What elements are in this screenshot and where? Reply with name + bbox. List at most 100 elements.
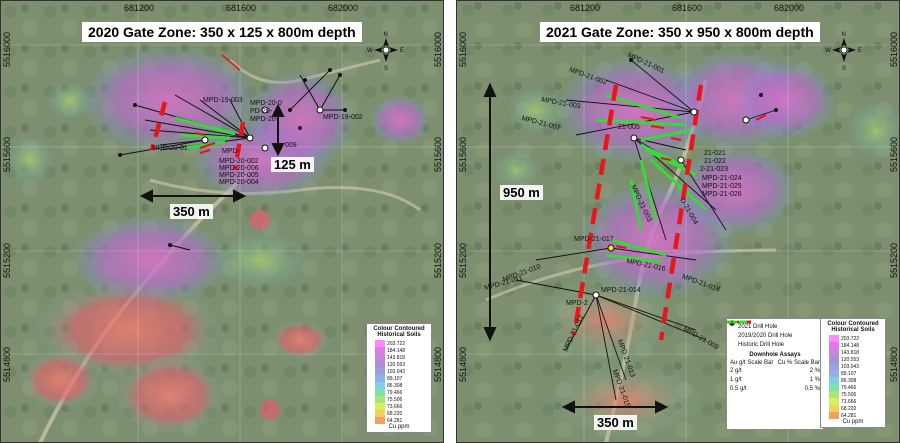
svg-text:W: W: [825, 48, 831, 54]
svg-text:S: S: [842, 66, 846, 72]
legend-label: Historic Drill Hole: [738, 341, 785, 348]
width-arrow: [139, 189, 247, 203]
drill-hole-label: MPD-: [222, 148, 240, 155]
soil-anomaly: [546, 360, 706, 440]
legend-scale-row: 0.5 g/t 0.5 %: [727, 321, 820, 393]
soil-anomaly: [250, 210, 270, 230]
colorbar-swatch: [375, 410, 385, 417]
colorbar-value: 73.666: [841, 398, 857, 405]
colorbar-value: 143.818: [841, 349, 860, 356]
map-title: 2021 Gate Zone: 350 x 950 x 800m depth: [540, 22, 820, 42]
y-tick: 5516000: [433, 31, 443, 67]
drill-hole-label: MPD-21-017: [574, 236, 614, 243]
north-arrow-icon: N E W S: [825, 32, 862, 72]
colorbar-value: 64.281: [387, 417, 403, 424]
soil-anomaly: [260, 400, 280, 420]
colorbar-value: 86.308: [387, 382, 403, 389]
colorbar-step: 79.466: [829, 384, 885, 391]
colorbar-unit: Cu ppm: [388, 424, 410, 430]
colorbar-title: Colour Contoured: [373, 326, 425, 332]
colorbar-step: 68.220: [375, 410, 431, 417]
y-tick: 5516000: [458, 31, 468, 67]
colorbar-step: 86.308: [375, 382, 431, 389]
drill-hole-label: MPD-20-: [250, 116, 279, 123]
colorbar-step: 89.107: [375, 375, 431, 382]
colorbar-value: 75.506: [387, 396, 403, 403]
colorbar-value: 120.553: [387, 361, 406, 368]
svg-text:E: E: [400, 48, 404, 54]
colorbar-swatch: [375, 417, 385, 424]
colorbar-swatch: [829, 384, 839, 391]
y-tick: 5514800: [889, 346, 899, 382]
gate-zone-outline: [149, 101, 246, 171]
legend-label: 2019/2020 Drill Hole: [738, 332, 793, 339]
colorbar-value: 120.553: [841, 356, 860, 363]
legend-cu-value: 2 %: [809, 367, 820, 374]
colorbar-step: 184.148: [375, 347, 431, 354]
legend-au-value: 0.5 g/t: [730, 385, 747, 392]
colorbar-swatch: [829, 398, 839, 405]
colorbar-value: 89.107: [387, 375, 403, 382]
drill-hole-label: MPD-20-002: [219, 158, 259, 165]
soil-anomaly: [20, 350, 100, 410]
colorbar-step: 75.506: [375, 396, 431, 403]
x-tick: 681200: [570, 3, 601, 13]
y-tick: 5515600: [889, 136, 899, 172]
y-tick: 5515200: [2, 242, 12, 278]
colorbar-value: 184.148: [841, 342, 860, 349]
colorbar-step: 103.043: [375, 368, 431, 375]
colorbar-swatch: [375, 347, 385, 354]
soil-colorbar: Colour Contoured Historical Soils 203.72…: [820, 318, 886, 428]
colorbar-swatch: [375, 403, 385, 410]
map-panel-2020: N E W S 681200 681600 682000 5516000 551…: [0, 0, 444, 443]
colorbar-swatch: [375, 368, 385, 375]
colorbar-swatch: [375, 354, 385, 361]
height-arrow: [483, 82, 497, 342]
drill-hole-label: 009: [285, 142, 297, 149]
colorbar-value: 79.466: [841, 384, 857, 391]
legend-au-value: 2 g/t: [730, 367, 742, 374]
depth-arrow: [271, 103, 285, 157]
svg-text:S: S: [384, 66, 388, 72]
colorbar-value: 203.722: [387, 340, 406, 347]
grid: [0, 0, 444, 443]
height-scale-label: 950 m: [500, 185, 543, 200]
colorbar-value: 79.466: [387, 389, 403, 396]
colorbar-step: 89.107: [829, 370, 885, 377]
colorbar-subtitle: Historical Soils: [377, 332, 421, 338]
colorbar-swatch: [829, 370, 839, 377]
legend-cu-value: 0.5 %: [804, 385, 820, 392]
au-assay-intervals: [194, 132, 216, 154]
soil-anomaly: [370, 95, 430, 145]
colorbar-swatch: [829, 335, 839, 342]
colorbar-step: 120.553: [375, 361, 431, 368]
colorbar-step: 64.281: [829, 412, 885, 419]
colorbar-step: 103.043: [829, 363, 885, 370]
y-tick: 5514800: [2, 346, 12, 382]
svg-text:N: N: [384, 32, 388, 38]
soil-anomaly: [676, 145, 796, 235]
legend-assays-title: Downhole Assays: [749, 352, 801, 358]
drill-hole-label: MPD-20-01: [152, 145, 188, 152]
colorbar-step: 75.506: [829, 391, 885, 398]
drill-hole-label: 21-005: [618, 124, 640, 131]
colorbar-value: 64.281: [841, 412, 857, 419]
drill-hole-label: MPD-19-003: [203, 97, 243, 104]
colorbar-swatch: [829, 377, 839, 384]
colorbar-step: 64.281: [375, 417, 431, 424]
drill-hole-label: PD-20-: [250, 108, 273, 115]
colorbar-swatch: [829, 405, 839, 412]
colorbar-swatch: [829, 412, 839, 419]
colorbar-step: 143.818: [375, 354, 431, 361]
colorbar-step: 73.666: [375, 403, 431, 410]
colorbar-step: 68.220: [829, 405, 885, 412]
colorbar-step: 203.722: [829, 335, 885, 342]
legend-item-historic: Historic Drill Hole: [730, 321, 820, 349]
colorbar-subtitle: Historical Soils: [831, 327, 875, 333]
colorbar-swatch: [829, 363, 839, 370]
map-title: 2020 Gate Zone: 350 x 125 x 800m depth: [82, 22, 362, 42]
soil-anomaly: [115, 355, 225, 435]
drill-hole-label: MPD-21-014: [601, 287, 641, 294]
soil-anomaly: [536, 275, 676, 365]
colorbar-value: 103.043: [841, 363, 860, 370]
